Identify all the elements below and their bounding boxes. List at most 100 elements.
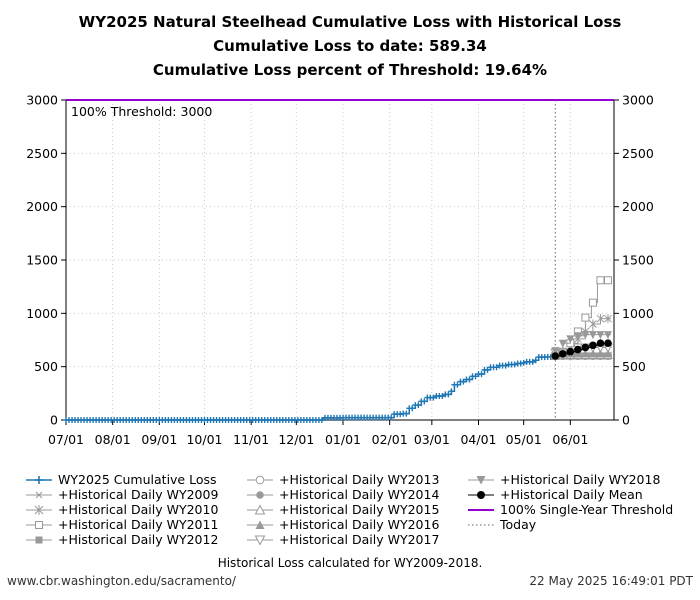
- y-tick-label-right: 3000: [622, 93, 654, 108]
- x-tick-label: 04/01: [460, 432, 496, 447]
- legend-item-threshold: 100% Single-Year Threshold: [466, 502, 673, 517]
- mean-point: [574, 345, 582, 354]
- historical-point-2: [603, 276, 612, 285]
- wy2025-point: [421, 398, 428, 405]
- wy2025-point: [415, 402, 422, 409]
- legend-symbol-wy2025: [26, 476, 52, 484]
- historical-point-9: [573, 332, 582, 341]
- wy2025-point: [454, 381, 461, 388]
- legend-label-wy2014: +Historical Daily WY2014: [279, 487, 440, 502]
- threshold-label: 100% Threshold: 3000: [71, 104, 212, 119]
- legend-symbol-wy2010: [26, 505, 52, 515]
- wy2025-point: [388, 414, 395, 421]
- legend-symbol-mean: [468, 491, 494, 499]
- legend-label-today: Today: [500, 517, 537, 532]
- chart-subtitle-percent: Cumulative Loss percent of Threshold: 19…: [152, 61, 548, 79]
- legend-symbol-threshold: [468, 509, 494, 511]
- wy2025-point: [493, 364, 500, 371]
- x-tick-label: 08/01: [95, 432, 131, 447]
- y-tick-label-right: 1000: [622, 306, 654, 321]
- plot-frame: [65, 99, 615, 421]
- mean-point: [559, 350, 567, 358]
- y-tick-label-left: 1500: [26, 253, 58, 268]
- historical-point-1: [596, 314, 605, 324]
- historical-point-2: [581, 313, 590, 322]
- legend-label-wy2017: +Historical Daily WY2017: [279, 532, 440, 547]
- legend-label-wy2013: +Historical Daily WY2013: [279, 472, 440, 487]
- historical-point-1: [589, 319, 597, 329]
- y-tick-label-right: 1500: [622, 253, 654, 268]
- historical-point-9: [603, 331, 612, 340]
- x-tick-label: 10/01: [186, 432, 222, 447]
- legend-item-wy2017: +Historical Daily WY2017: [245, 532, 439, 547]
- x-tick-label: 05/01: [506, 432, 542, 447]
- legend-label-wy2015: +Historical Daily WY2015: [279, 502, 440, 517]
- legend-label-wy2016: +Historical Daily WY2016: [279, 517, 440, 532]
- chart-area: 0 0 500 500 1000 1000 1500 1500 2000 2000 2500 2500…: [26, 93, 654, 448]
- legend-item-wy2010: +Historical Daily WY2010: [24, 502, 218, 517]
- legend-symbol-wy2016: [247, 520, 273, 529]
- historical-point-7: [603, 349, 612, 358]
- legend-item-wy2011: +Historical Daily WY2011: [24, 517, 218, 532]
- y-tick-label-right: 2500: [622, 146, 654, 161]
- y-tick-label-left: 3000: [26, 93, 58, 108]
- historical-point-9: [596, 331, 605, 340]
- wy2025-point: [403, 410, 410, 417]
- wy2025-point: [448, 388, 455, 395]
- wy2025-point: [318, 417, 325, 423]
- legend-column-2: +Historical Daily WY2013 +Historical Dai…: [245, 472, 439, 547]
- wy2025-point: [430, 394, 437, 401]
- legend-symbol-wy2011: [26, 521, 52, 529]
- legend-column-1: WY2025 Cumulative Loss +Historical Daily…: [24, 472, 218, 547]
- historical-point-2: [588, 298, 597, 307]
- x-tick-label: 01/01: [325, 432, 361, 447]
- y-tick-label-left: 2000: [26, 199, 58, 214]
- historical-point-2: [596, 276, 605, 285]
- y-tick-label-right: 500: [622, 359, 646, 374]
- mean-point: [589, 341, 597, 350]
- wy2025-point: [460, 378, 467, 385]
- mean-point: [596, 339, 605, 348]
- historical-point-9: [581, 331, 590, 340]
- legend-symbol-wy2013: [247, 475, 273, 485]
- legend-column-3: +Historical Daily WY2018 +Historical Dai…: [466, 472, 673, 532]
- x-tick-label: 11/01: [233, 432, 269, 447]
- historical-line-7: [555, 351, 612, 355]
- x-tick-label: 12/01: [278, 432, 314, 447]
- wy2025-point: [529, 358, 536, 365]
- legend-item-wy2018: +Historical Daily WY2018: [466, 472, 673, 487]
- legend-symbol-wy2018: [468, 476, 494, 485]
- legend-item-wy2014: +Historical Daily WY2014: [245, 487, 439, 502]
- wy2025-point: [520, 359, 527, 366]
- legend-label-wy2009: +Historical Daily WY2009: [58, 487, 219, 502]
- legend-label-wy2025: WY2025 Cumulative Loss: [58, 472, 217, 487]
- legend-label-mean: +Historical Daily Mean: [500, 487, 643, 502]
- legend-item-today: Today: [466, 517, 673, 532]
- historical-point-9: [588, 331, 597, 340]
- wy2025-point: [466, 376, 473, 383]
- wy2025-point: [511, 361, 518, 368]
- legend-item-mean: +Historical Daily Mean: [466, 487, 673, 502]
- x-tick-label: 09/01: [141, 432, 177, 447]
- wy2025-point: [478, 371, 485, 378]
- historical-point-7: [581, 349, 590, 358]
- legend-item-wy2016: +Historical Daily WY2016: [245, 517, 439, 532]
- wy2025-point: [502, 362, 509, 369]
- legend-symbol-wy2014: [247, 491, 273, 499]
- historical-point-7: [596, 349, 605, 358]
- footer-site-link[interactable]: www.cbr.washington.edu/sacramento/: [7, 574, 236, 588]
- legend-label-wy2010: +Historical Daily WY2010: [58, 502, 219, 517]
- y-tick-label-left: 2500: [26, 146, 58, 161]
- legend-item-wy2012: +Historical Daily WY2012: [24, 532, 218, 547]
- footer-note: Historical Loss calculated for WY2009-20…: [217, 556, 483, 570]
- y-tick-label-left: 500: [34, 359, 58, 374]
- x-tick-label: 02/01: [372, 432, 408, 447]
- chart-title: WY2025 Natural Steelhead Cumulative Loss…: [78, 13, 622, 31]
- y-tick-label-left: 1000: [26, 306, 58, 321]
- mean-point: [551, 352, 560, 360]
- legend-label-wy2012: +Historical Daily WY2012: [58, 532, 219, 547]
- wy2025-point: [532, 357, 539, 364]
- mean-point: [581, 343, 590, 352]
- historical-point-9: [566, 335, 575, 344]
- historical-point-1: [604, 314, 612, 324]
